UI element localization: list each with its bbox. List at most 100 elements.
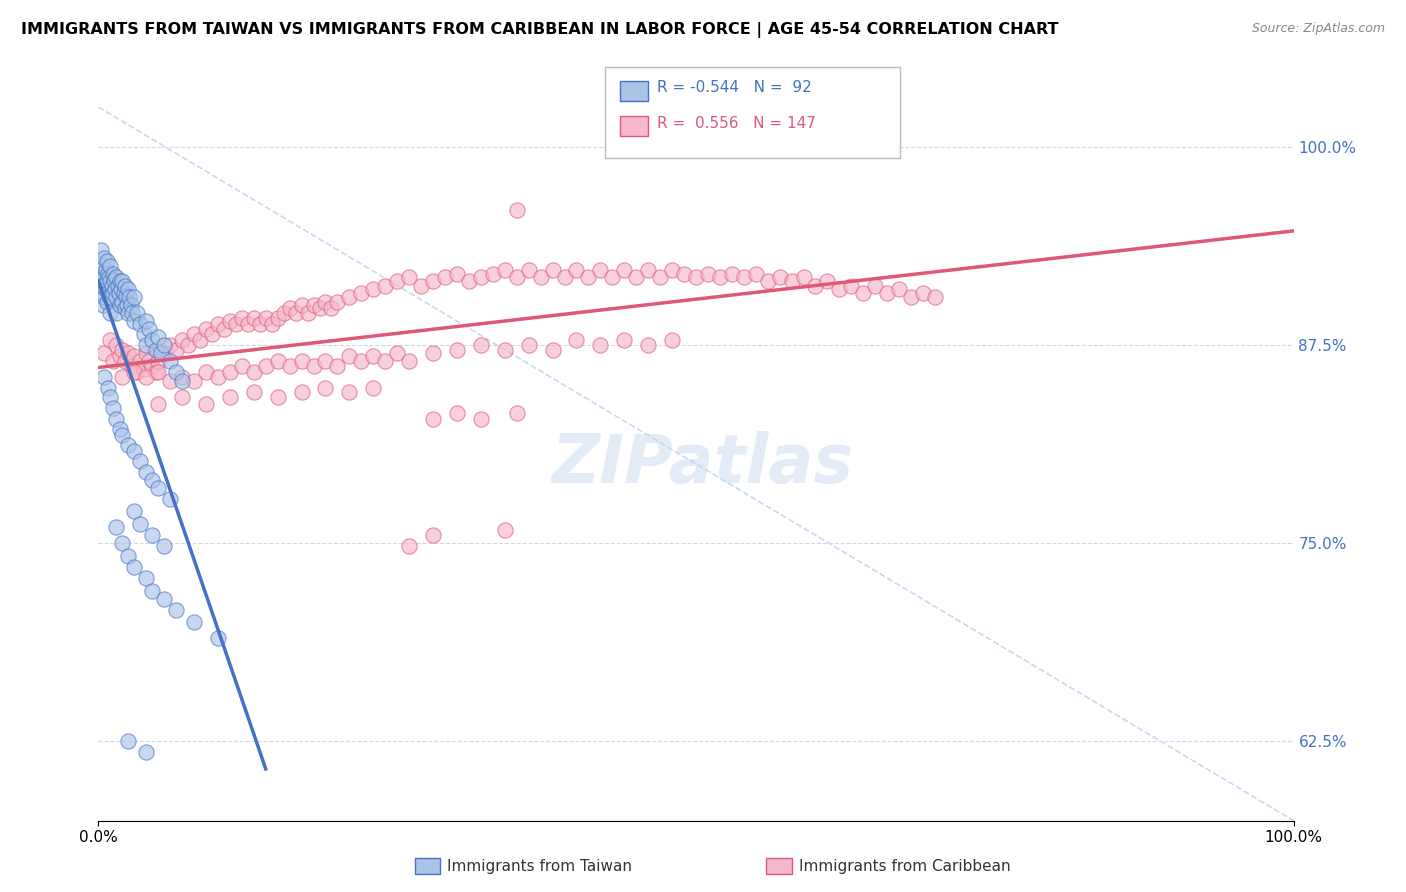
Point [91,285,114,300]
Point [91,298,114,312]
Point [541,343,564,357]
Point [129,453,152,467]
Point [98,290,122,304]
Point [315,295,337,310]
Point [661,333,683,347]
Point [685,269,707,284]
Text: R =  0.556   N = 147: R = 0.556 N = 147 [657,116,815,131]
Point [494,343,516,357]
Point [422,412,444,426]
Point [195,365,218,379]
Point [135,465,157,479]
Point [141,359,163,373]
Point [149,346,172,360]
Point [96,275,118,289]
Point [188,333,211,347]
Point [148,353,170,368]
Point [172,375,194,389]
Point [458,275,481,289]
Point [865,279,887,293]
Point [470,269,492,284]
Point [422,528,444,542]
Point [852,285,875,300]
Point [721,267,744,281]
Point [98,390,122,404]
Point [661,263,683,277]
Point [733,269,755,284]
Point [613,333,636,347]
Point [104,282,127,296]
Point [129,517,152,532]
Point [321,301,343,316]
Point [900,290,922,304]
Point [613,263,636,277]
Point [121,306,143,320]
Point [385,346,409,360]
Point [87,267,110,281]
Point [243,310,266,325]
Point [124,349,146,363]
Point [924,290,946,304]
Point [446,343,468,357]
Point [115,298,138,312]
Point [207,632,229,646]
Point [97,267,120,281]
Point [315,381,337,395]
Point [267,390,290,404]
Point [165,603,187,617]
Point [841,279,863,293]
Point [129,318,152,332]
Point [398,353,420,368]
Point [98,333,122,347]
Point [101,401,124,416]
Point [793,269,815,284]
Point [153,539,176,553]
Point [159,491,181,506]
Point [804,279,827,293]
Point [111,536,134,550]
Point [125,306,148,320]
Text: IMMIGRANTS FROM TAIWAN VS IMMIGRANTS FROM CARIBBEAN IN LABOR FORCE | AGE 45-54 C: IMMIGRANTS FROM TAIWAN VS IMMIGRANTS FRO… [21,22,1059,38]
Point [541,263,564,277]
Text: Source: ZipAtlas.com: Source: ZipAtlas.com [1251,22,1385,36]
Point [105,520,128,534]
Point [470,338,492,352]
Point [648,269,672,284]
Point [889,282,911,296]
Text: Immigrants from Caribbean: Immigrants from Caribbean [799,859,1011,873]
Point [114,353,136,368]
Point [225,318,247,332]
Point [506,269,529,284]
Point [315,353,337,368]
Point [195,322,218,336]
Point [602,269,624,284]
Point [363,349,385,363]
Point [135,571,157,585]
Point [90,269,112,284]
Point [398,269,420,284]
Point [110,282,132,296]
Point [231,359,253,373]
Point [195,396,218,410]
Point [115,289,138,303]
Point [363,282,385,296]
Point [506,406,529,420]
Point [98,275,122,289]
Point [141,528,163,542]
Point [165,343,187,357]
Point [111,295,134,310]
Point [105,412,128,426]
Point [97,381,120,395]
Point [91,275,114,289]
Point [589,263,612,277]
Point [506,203,529,218]
Point [148,365,170,379]
Point [626,269,648,284]
Point [117,438,139,452]
Point [172,369,194,384]
Point [411,279,433,293]
Point [398,539,420,553]
Point [267,310,290,325]
Point [517,338,540,352]
Point [589,338,612,352]
